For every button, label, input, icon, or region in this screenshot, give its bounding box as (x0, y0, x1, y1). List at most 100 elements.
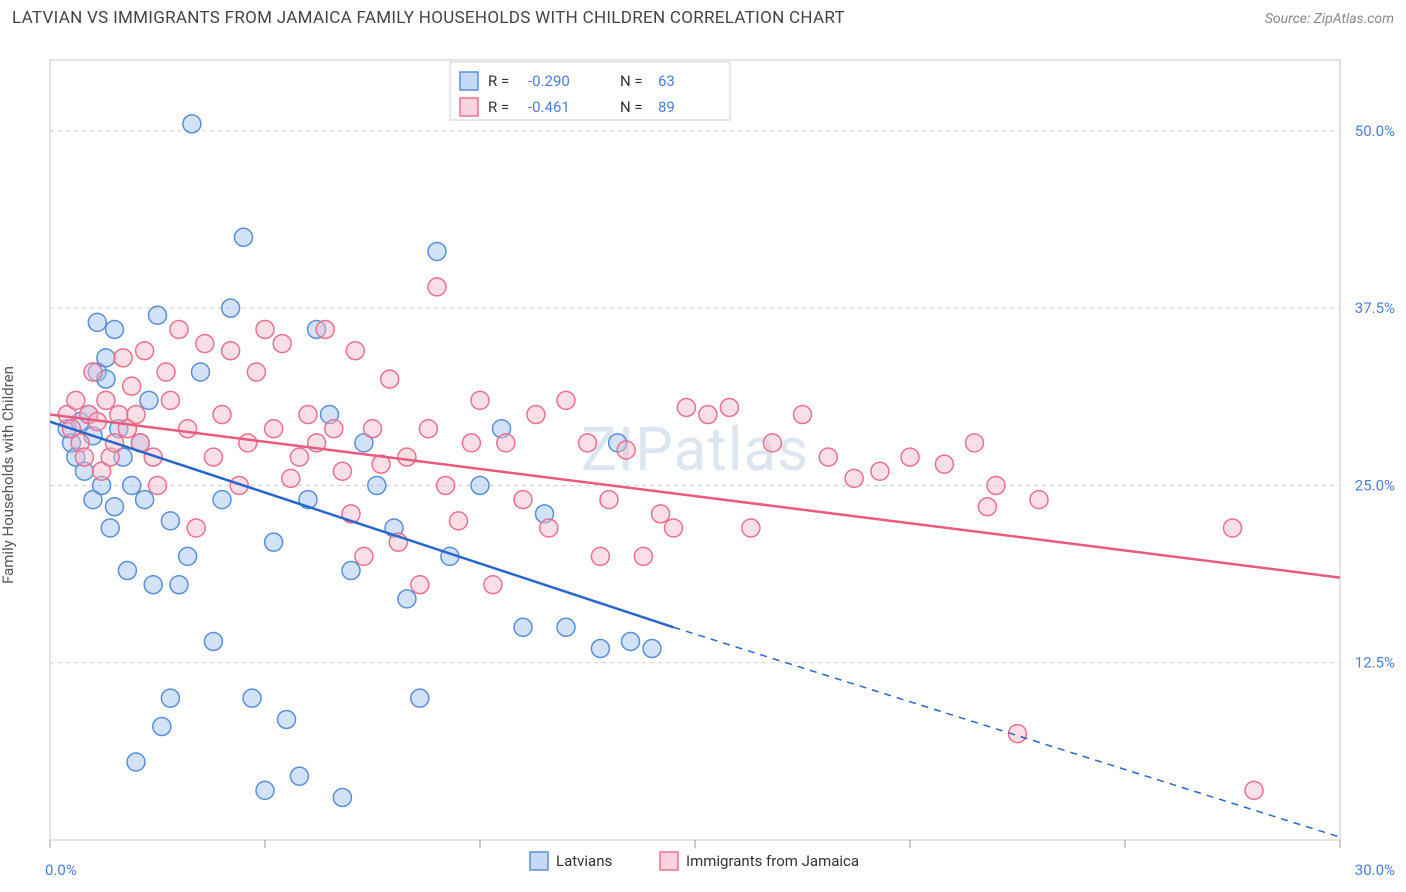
data-point (428, 242, 446, 260)
data-point (299, 406, 317, 424)
data-point (88, 313, 106, 331)
x-tick-label-min: 0.0% (45, 861, 77, 879)
stats-r-label: R = (488, 72, 509, 90)
data-point (333, 462, 351, 480)
data-point (265, 420, 283, 438)
data-point (398, 590, 416, 608)
data-point (161, 689, 179, 707)
data-point (204, 448, 222, 466)
data-point (1224, 519, 1242, 537)
data-point (183, 115, 201, 133)
data-point (316, 320, 334, 338)
data-point (643, 640, 661, 658)
data-point (273, 335, 291, 353)
data-point (634, 547, 652, 565)
data-point (127, 753, 145, 771)
data-point (987, 476, 1005, 494)
data-point (591, 640, 609, 658)
data-point (170, 576, 188, 594)
data-point (527, 406, 545, 424)
data-point (278, 710, 296, 728)
chart-title: LATVIAN VS IMMIGRANTS FROM JAMAICA FAMIL… (12, 8, 845, 28)
data-point (153, 718, 171, 736)
data-point (222, 342, 240, 360)
y-tick-label: 25.0% (1355, 476, 1395, 494)
data-point (346, 342, 364, 360)
data-point (265, 533, 283, 551)
data-point (419, 420, 437, 438)
data-point (123, 476, 141, 494)
x-tick-label-max: 30.0% (1355, 861, 1395, 879)
legend-swatch (460, 72, 478, 90)
data-point (84, 363, 102, 381)
data-point (136, 491, 154, 509)
data-point (342, 562, 360, 580)
y-tick-label: 50.0% (1355, 122, 1395, 140)
data-point (540, 519, 558, 537)
legend-swatch (530, 852, 548, 870)
data-point (106, 320, 124, 338)
data-point (652, 505, 670, 523)
data-point (247, 363, 265, 381)
data-point (1245, 781, 1263, 799)
data-point (579, 434, 597, 452)
data-point (161, 391, 179, 409)
data-point (290, 448, 308, 466)
data-point (170, 320, 188, 338)
data-point (213, 406, 231, 424)
data-point (471, 391, 489, 409)
data-point (742, 519, 760, 537)
data-point (557, 391, 575, 409)
data-point (484, 576, 502, 594)
source-attribution: Source: ZipAtlas.com (1265, 11, 1394, 27)
data-point (204, 632, 222, 650)
data-point (149, 476, 167, 494)
data-point (235, 228, 253, 246)
data-point (213, 491, 231, 509)
data-point (243, 689, 261, 707)
data-point (333, 788, 351, 806)
data-point (187, 519, 205, 537)
data-point (901, 448, 919, 466)
data-point (140, 391, 158, 409)
stats-r-label: R = (488, 98, 509, 116)
data-point (462, 434, 480, 452)
stats-n-value: 89 (658, 98, 675, 116)
stats-r-value: -0.461 (528, 98, 570, 116)
data-point (97, 391, 115, 409)
data-point (411, 576, 429, 594)
data-point (591, 547, 609, 565)
data-point (557, 618, 575, 636)
data-point (514, 491, 532, 509)
stats-r-value: -0.290 (528, 72, 570, 90)
data-point (617, 441, 635, 459)
data-point (161, 512, 179, 530)
data-point (819, 448, 837, 466)
data-point (497, 434, 515, 452)
legend-swatch (460, 98, 478, 116)
data-point (75, 448, 93, 466)
data-point (368, 476, 386, 494)
data-point (97, 349, 115, 367)
data-point (136, 342, 154, 360)
data-point (871, 462, 889, 480)
data-point (325, 420, 343, 438)
data-point (256, 320, 274, 338)
data-point (157, 363, 175, 381)
data-point (600, 491, 618, 509)
stats-n-label: N = (620, 72, 643, 90)
data-point (428, 278, 446, 296)
data-point (720, 398, 738, 416)
data-point (364, 420, 382, 438)
legend-swatch (660, 852, 678, 870)
trend-line-extrapolated (674, 627, 1341, 837)
data-point (179, 547, 197, 565)
legend-label: Latvians (556, 852, 612, 870)
data-point (978, 498, 996, 516)
y-tick-label: 37.5% (1355, 299, 1395, 317)
data-point (794, 406, 812, 424)
y-tick-label: 12.5% (1355, 654, 1395, 672)
data-point (256, 781, 274, 799)
data-point (239, 434, 257, 452)
chart-container: Family Households with Children 12.5%25.… (0, 40, 1406, 892)
